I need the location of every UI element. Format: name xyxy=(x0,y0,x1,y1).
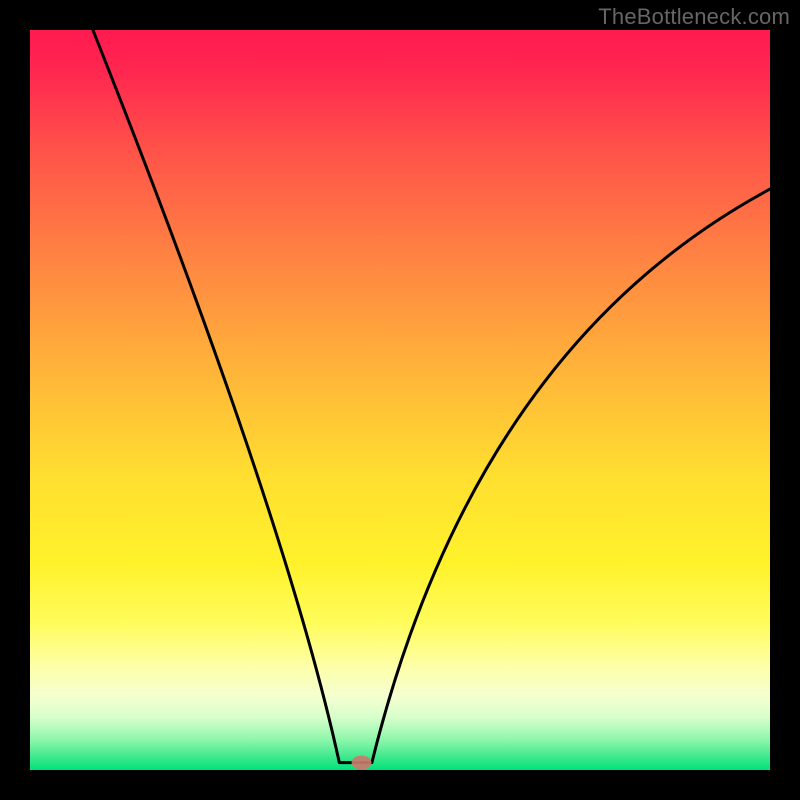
bottleneck-curve xyxy=(30,30,770,770)
minimum-marker xyxy=(352,756,372,770)
curve-path xyxy=(93,30,770,763)
plot-area xyxy=(30,30,770,770)
watermark-text: TheBottleneck.com xyxy=(598,4,790,30)
chart-container: TheBottleneck.com xyxy=(0,0,800,800)
